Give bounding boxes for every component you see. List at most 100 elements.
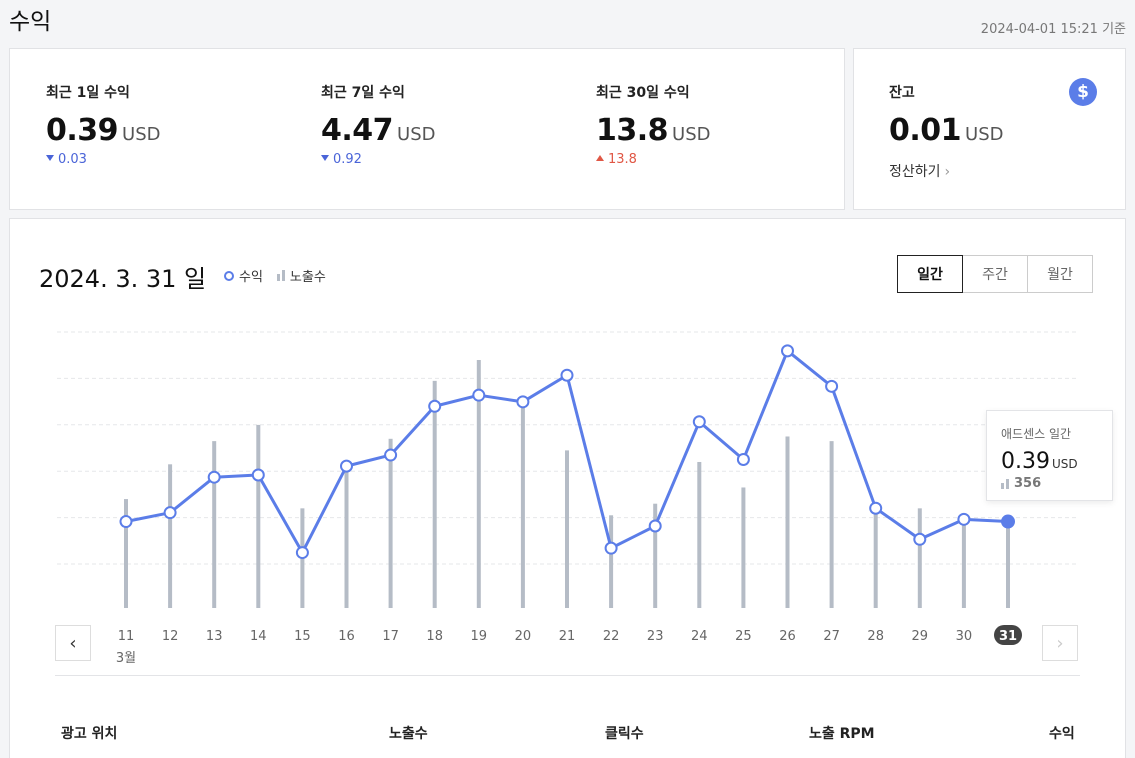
revenue-point <box>957 512 971 526</box>
impressions-bar <box>432 380 437 608</box>
x-tick-label: 23 <box>647 629 664 644</box>
tooltip-value: 0.39 <box>1001 449 1050 474</box>
x-tick-label: 17 <box>382 629 399 644</box>
revenue-point <box>604 541 618 555</box>
chart-card: 2024. 3. 31 일 수익 노출수 일간 주간 월간 11 12 13 14 15… <box>9 218 1126 758</box>
selected-day-pill <box>994 625 1022 645</box>
revenue-point <box>692 415 706 429</box>
revenue-point <box>825 379 839 393</box>
x-tick-label: 31 <box>999 629 1017 644</box>
x-tick-label: 28 <box>867 629 884 644</box>
summary-card: 최근 1일 수익 0.39 USD 0.03 최근 7일 수익 4.47 USD 0… <box>9 48 845 210</box>
impressions-bar <box>256 424 261 608</box>
revenue-point <box>295 546 309 560</box>
chevron-right-icon: › <box>944 164 951 180</box>
impressions-bar <box>476 360 481 608</box>
column-header-rpm[interactable]: 노출 RPM <box>809 726 875 742</box>
divider <box>55 675 1080 676</box>
stat-value: 13.8 <box>596 113 669 148</box>
balance-label: 잔고 <box>889 85 915 101</box>
stat-change: 13.8 <box>608 152 637 167</box>
column-header-impressions[interactable]: 노출수 <box>389 726 428 742</box>
revenue-point <box>119 515 133 529</box>
revenue-point <box>163 506 177 520</box>
x-tick-label: 24 <box>691 629 708 644</box>
balance-unit: USD <box>965 124 1004 145</box>
column-header-clicks[interactable]: 클릭수 <box>605 726 644 742</box>
stat-unit: USD <box>122 124 161 145</box>
chart-tooltip: 애드센스 일간 0.39 USD 356 <box>986 410 1113 501</box>
chart-prev-button[interactable]: ‹ <box>55 625 91 661</box>
chart-next-button[interactable]: › <box>1042 625 1078 661</box>
period-weekly-button[interactable]: 주간 <box>962 255 1028 293</box>
x-tick-label: 27 <box>823 629 840 644</box>
impressions-bar <box>917 508 922 608</box>
timestamp: 2024-04-01 15:21 기준 <box>980 22 1126 37</box>
tooltip-unit: USD <box>1051 457 1078 471</box>
stat-label: 최근 30일 수익 <box>596 85 690 101</box>
settle-link-label: 정산하기 <box>889 164 941 180</box>
x-tick-label: 25 <box>735 629 752 644</box>
impressions-bar <box>212 441 217 608</box>
chart-legend: 수익 노출수 <box>224 266 326 285</box>
impressions-bar <box>741 487 746 608</box>
x-month-label: 3월 <box>116 651 136 666</box>
impressions-bar <box>961 524 966 608</box>
stat-value: 4.47 <box>321 113 394 148</box>
legend-impressions-icon <box>276 270 285 281</box>
settle-link[interactable]: 정산하기 › <box>889 161 950 181</box>
tooltip-title: 애드센스 일간 <box>1001 427 1072 441</box>
period-monthly-button[interactable]: 월간 <box>1027 255 1093 293</box>
stat-value: 0.39 <box>46 113 119 148</box>
stat-label: 최근 7일 수익 <box>321 85 405 101</box>
page-title: 수익 <box>9 9 52 35</box>
arrow-down-icon <box>46 155 54 161</box>
column-header-revenue[interactable]: 수익 <box>1049 726 1075 742</box>
impressions-icon <box>1001 478 1009 489</box>
x-tick-label: 19 <box>471 629 488 644</box>
stat-30day: 최근 30일 수익 13.8 USD 13.8 <box>596 82 711 167</box>
x-tick-label: 29 <box>912 629 929 644</box>
stat-label: 최근 1일 수익 <box>46 85 130 101</box>
x-tick-label: 14 <box>250 629 267 644</box>
stat-unit: USD <box>397 124 436 145</box>
revenue-point <box>648 519 662 533</box>
stat-7day: 최근 7일 수익 4.47 USD 0.92 <box>321 82 436 167</box>
revenue-chart: 11 12 13 14 15 16 17 18 19 20 21 22 23 24 25 26 27 28 29 30… <box>57 331 1077 666</box>
revenue-point <box>516 395 530 409</box>
period-daily-button[interactable]: 일간 <box>897 255 963 293</box>
x-tick-label: 22 <box>603 629 620 644</box>
legend-revenue-icon <box>224 270 234 281</box>
x-tick-label: 15 <box>294 629 311 644</box>
revenue-point <box>869 501 883 515</box>
revenue-point <box>1001 514 1015 529</box>
chevron-right-icon: › <box>1056 632 1064 654</box>
impressions-bar <box>344 464 349 608</box>
revenue-point <box>472 388 486 402</box>
x-tick-label: 11 <box>118 629 135 644</box>
stat-unit: USD <box>672 124 711 145</box>
chart-date: 2024. 3. 31 일 <box>39 265 207 293</box>
stat-change: 0.03 <box>58 152 87 167</box>
impressions-bar <box>168 464 173 608</box>
revenue-point <box>340 459 353 473</box>
impressions-bar <box>829 441 834 608</box>
arrow-down-icon <box>321 155 329 161</box>
impressions-bar <box>785 436 790 608</box>
balance-card: 잔고 0.01 USD $ 정산하기 › <box>853 48 1126 210</box>
revenue-point <box>207 470 221 484</box>
impressions-bar <box>873 506 878 608</box>
x-tick-label: 30 <box>956 629 973 644</box>
impressions-bar <box>1006 525 1010 608</box>
tooltip-impressions: 356 <box>1014 476 1042 491</box>
revenue-point <box>428 399 442 413</box>
x-tick-label: 20 <box>515 629 532 644</box>
x-tick-label: 13 <box>206 629 223 644</box>
x-tick-label: 26 <box>779 629 796 644</box>
x-tick-label: 12 <box>162 629 179 644</box>
column-header-ad-position[interactable]: 광고 위치 <box>61 726 118 742</box>
revenue-point <box>736 452 750 466</box>
arrow-up-icon <box>596 155 604 161</box>
impressions-bar <box>388 438 393 608</box>
impressions-bar <box>124 499 128 608</box>
